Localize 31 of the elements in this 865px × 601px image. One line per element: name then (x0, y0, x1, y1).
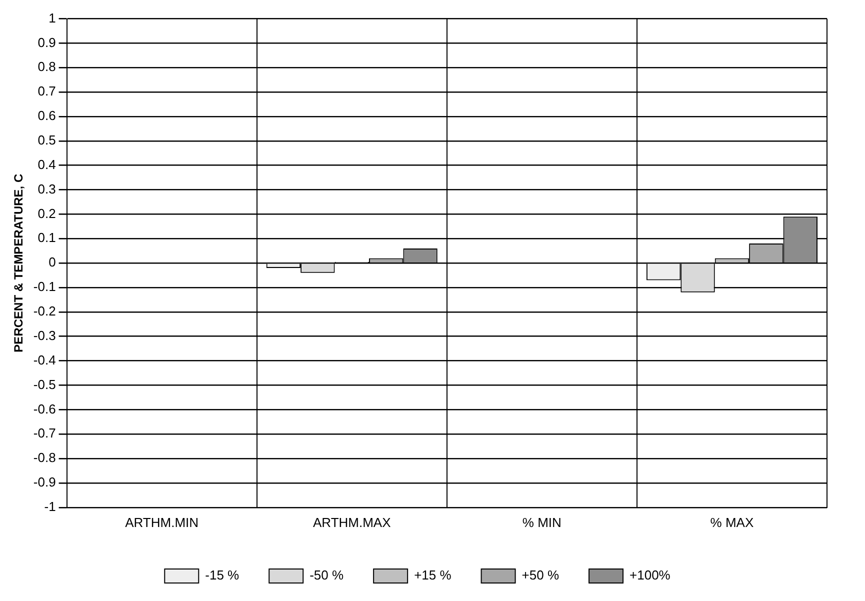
y-tick-label: 0.6 (38, 108, 56, 124)
y-tick-label: 1 (48, 10, 56, 26)
y-tick-label: 0.1 (38, 230, 56, 246)
y-tick-label: 0.9 (38, 34, 56, 50)
x-tick-label: % MAX (710, 514, 754, 530)
y-tick-label: -0.8 (33, 450, 56, 466)
y-tick-label: -0.2 (33, 304, 56, 319)
y-axis-title: PERCENT & TEMPERATURE, C (12, 174, 26, 352)
y-tick-label: -1 (44, 498, 56, 514)
legend-label: +15 % (414, 568, 452, 583)
legend-label: +50 % (522, 568, 560, 583)
legend-label: -50 % (310, 568, 344, 583)
y-tick-label: 0.3 (38, 181, 56, 196)
y-tick-label: -0.7 (33, 426, 56, 441)
y-tick-label: 0.4 (38, 156, 56, 172)
legend-label: -15 % (205, 568, 240, 583)
legend-label: +100% (630, 568, 671, 583)
y-tick-label: -0.5 (33, 376, 56, 392)
x-tick-label: ARTHM.MAX (312, 514, 392, 530)
x-tick-label: ARTHM.MIN (125, 514, 199, 530)
x-tick-label: % MIN (522, 514, 562, 530)
y-tick-label: 0.5 (38, 132, 56, 148)
y-tick-label: -0.4 (33, 352, 56, 368)
y-tick-label: 0.2 (38, 206, 56, 221)
y-tick-label: -0.1 (33, 279, 56, 294)
y-tick-label: -0.3 (33, 328, 56, 343)
y-tick-label: 0.8 (38, 59, 56, 74)
y-tick-label: -0.9 (33, 474, 56, 490)
y-tick-label: 0.7 (38, 84, 56, 99)
y-tick-label: 0 (48, 254, 56, 270)
y-tick-label: -0.6 (33, 401, 56, 416)
